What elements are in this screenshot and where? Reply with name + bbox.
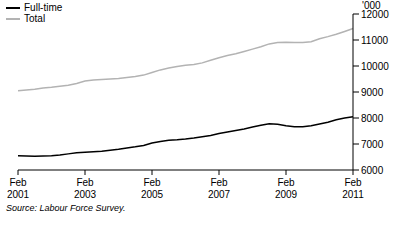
svg-text:Feb: Feb bbox=[344, 177, 362, 188]
svg-text:2001: 2001 bbox=[8, 189, 30, 200]
svg-text:9000: 9000 bbox=[361, 87, 384, 98]
svg-text:10000: 10000 bbox=[361, 61, 389, 72]
svg-text:Feb: Feb bbox=[76, 177, 94, 188]
svg-text:Feb: Feb bbox=[9, 177, 27, 188]
html-text:Full-time: Full-time bbox=[24, 2, 63, 13]
svg-text:7000: 7000 bbox=[361, 139, 384, 150]
svg-text:2003: 2003 bbox=[74, 189, 97, 200]
svg-text:2011: 2011 bbox=[342, 189, 364, 200]
svg-text:Feb: Feb bbox=[277, 177, 295, 188]
svg-text:Feb: Feb bbox=[210, 177, 228, 188]
svg-text:6000: 6000 bbox=[361, 165, 384, 176]
svg-text:2005: 2005 bbox=[141, 189, 164, 200]
svg-text:Feb: Feb bbox=[143, 177, 161, 188]
html-text:Source: Labour Force Survey.: Source: Labour Force Survey. bbox=[6, 203, 126, 213]
svg-text:2009: 2009 bbox=[275, 189, 298, 200]
svg-text:8000: 8000 bbox=[361, 113, 384, 124]
svg-text:11000: 11000 bbox=[361, 35, 389, 46]
html-text:'000: '000 bbox=[362, 0, 381, 11]
html-text:Total: Total bbox=[24, 13, 46, 24]
svg-text:2007: 2007 bbox=[208, 189, 231, 200]
